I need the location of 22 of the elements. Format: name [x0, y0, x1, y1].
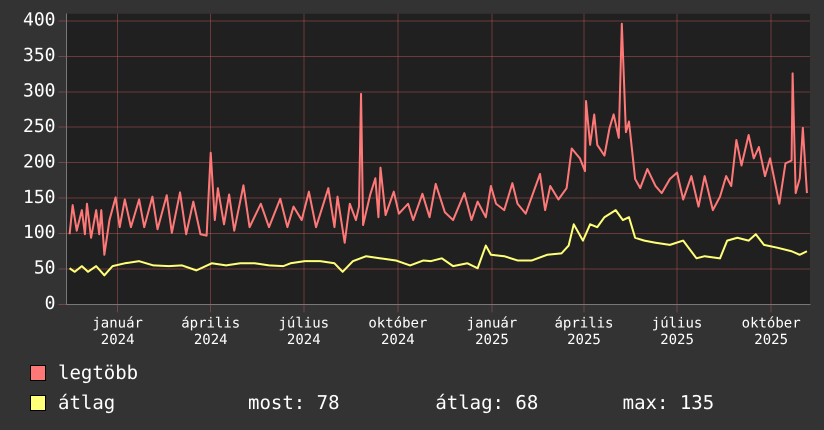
y-tick-label: 350: [22, 45, 56, 66]
x-tick-label: július 2024: [278, 315, 330, 348]
y-tick-label: 0: [44, 293, 56, 314]
y-tick-label: 250: [22, 116, 56, 137]
text: most: 78: [248, 392, 341, 414]
legend-label: legtöbb: [58, 362, 140, 384]
x-tick-label: október 2025: [742, 315, 801, 348]
y-tick-label: 150: [22, 186, 56, 208]
y-tick-label: 200: [22, 151, 56, 172]
x-tick-label: október 2024: [368, 315, 428, 348]
x-tick-label: április 2025: [554, 315, 614, 348]
x-tick-label: április 2024: [181, 315, 240, 348]
y-tick-label: 400: [22, 10, 56, 31]
text: max: 135: [622, 392, 716, 414]
x-tick-label: július 2025: [652, 315, 702, 348]
legend-label: átlag: [58, 392, 116, 414]
x-tick-label: január 2025: [466, 315, 518, 348]
x-tick-label: január 2024: [92, 315, 143, 348]
y-tick-label: 50: [34, 258, 56, 279]
y-tick-label: 100: [22, 222, 56, 244]
y-tick-label: 300: [22, 80, 56, 102]
text: átlag: 68: [435, 392, 540, 414]
